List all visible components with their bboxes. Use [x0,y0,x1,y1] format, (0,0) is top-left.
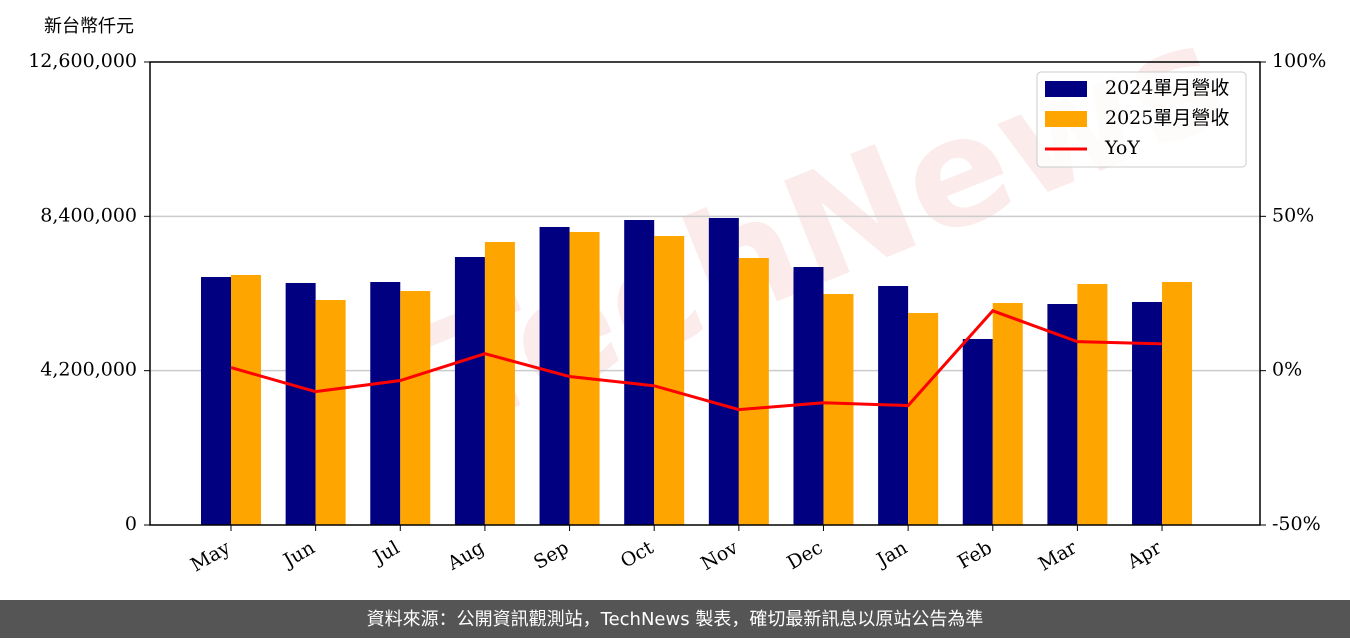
bar [962,338,993,525]
line [230,309,1163,412]
bar [1132,301,1163,525]
x-tick-label: Jan [871,537,911,573]
y2-tick-label: 50% [1272,204,1314,226]
x-tick-label: Aug [443,537,488,576]
x-tick-label: Mar [1035,536,1081,575]
y-tick-label: 8,400,000 [40,204,137,226]
bar [624,220,655,525]
bar [823,294,854,525]
legend-label: 2024單月營收 [1105,77,1229,99]
x-tick-label: Jul [368,537,403,570]
x-tick-label: Jun [278,537,319,573]
bar [992,303,1023,525]
bar [370,281,401,525]
legend-label: YoY [1104,137,1140,159]
legend-swatch [1045,81,1087,97]
legend: 2024單月營收 2025單月營收 YoY [1036,71,1247,168]
bar [1162,281,1193,525]
x-tick-label: Apr [1123,536,1166,573]
bar [708,217,739,525]
legend-swatch [1045,111,1087,127]
bar [231,274,261,525]
y-tick-label: 4,200,000 [40,359,137,381]
bar [654,235,685,525]
y-tick-label: 0 [125,513,137,535]
bar [201,277,231,525]
y2-tick-label: -50% [1272,513,1321,535]
plot-frame [149,61,1261,526]
y-axis-label: 新台幣仟元 [44,16,134,37]
x-tick-label: Sep [530,537,573,574]
bar [315,300,346,525]
bar [400,291,431,525]
x-tick-label: Dec [783,537,826,575]
bar [484,241,515,526]
y2-tick-label: 0% [1272,359,1302,381]
x-tick-label: May [187,536,234,576]
source: 資料來源：公開資訊觀測站，TechNews 製表，確切最新訊息以原站公告為準 [367,609,984,630]
bar [454,257,485,525]
legend-label: 2025單月營收 [1105,107,1229,129]
bar [285,282,316,525]
x-tick-label: Nov [697,536,742,575]
bar [738,258,769,525]
footer [0,600,1350,638]
bar [793,267,824,525]
y-tick-label: 12,600,000 [28,50,137,72]
x-tick-label: Oct [617,536,658,572]
x-tick-label: Feb [954,537,996,574]
legend-box [1036,71,1247,168]
y2-tick-label: 100% [1272,50,1326,72]
bar [908,313,939,525]
bar [1077,283,1108,525]
